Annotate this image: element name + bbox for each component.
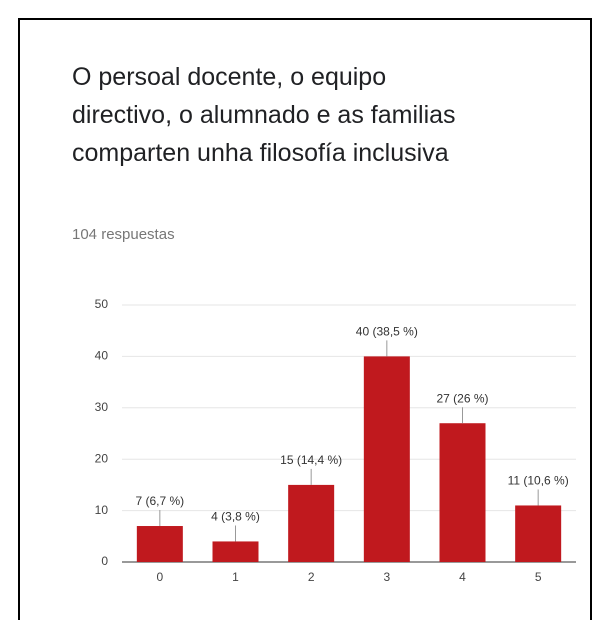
bar [439,423,486,562]
bar [212,541,259,562]
x-tick-label: 0 [156,570,163,584]
bar [288,484,335,562]
value-label: 27 (26 %) [436,391,488,405]
y-tick-label: 50 [95,297,109,311]
bar [515,505,562,562]
value-label: 7 (6,7 %) [135,494,184,508]
y-tick-label: 0 [101,554,108,568]
value-label: 4 (3,8 %) [211,510,260,524]
chart-subtitle: 104 respuestas [72,226,175,243]
x-tick-label: 4 [459,570,466,584]
x-tick-label: 3 [383,570,390,584]
bar [363,356,410,562]
chart-title: O persoal docente, o equipo directivo, o… [72,63,456,167]
y-tick-label: 40 [95,349,109,363]
x-tick-label: 2 [308,570,315,584]
value-label: 15 (14,4 %) [280,453,342,467]
value-label: 11 (10,6 %) [508,474,569,488]
x-tick-label: 5 [535,570,542,584]
bar [136,526,183,562]
y-tick-label: 30 [95,400,109,414]
x-tick-label: 1 [232,570,239,584]
value-label: 40 (38,5 %) [356,325,418,339]
y-tick-label: 10 [95,503,109,517]
card [18,18,592,620]
y-tick-label: 20 [95,451,109,465]
